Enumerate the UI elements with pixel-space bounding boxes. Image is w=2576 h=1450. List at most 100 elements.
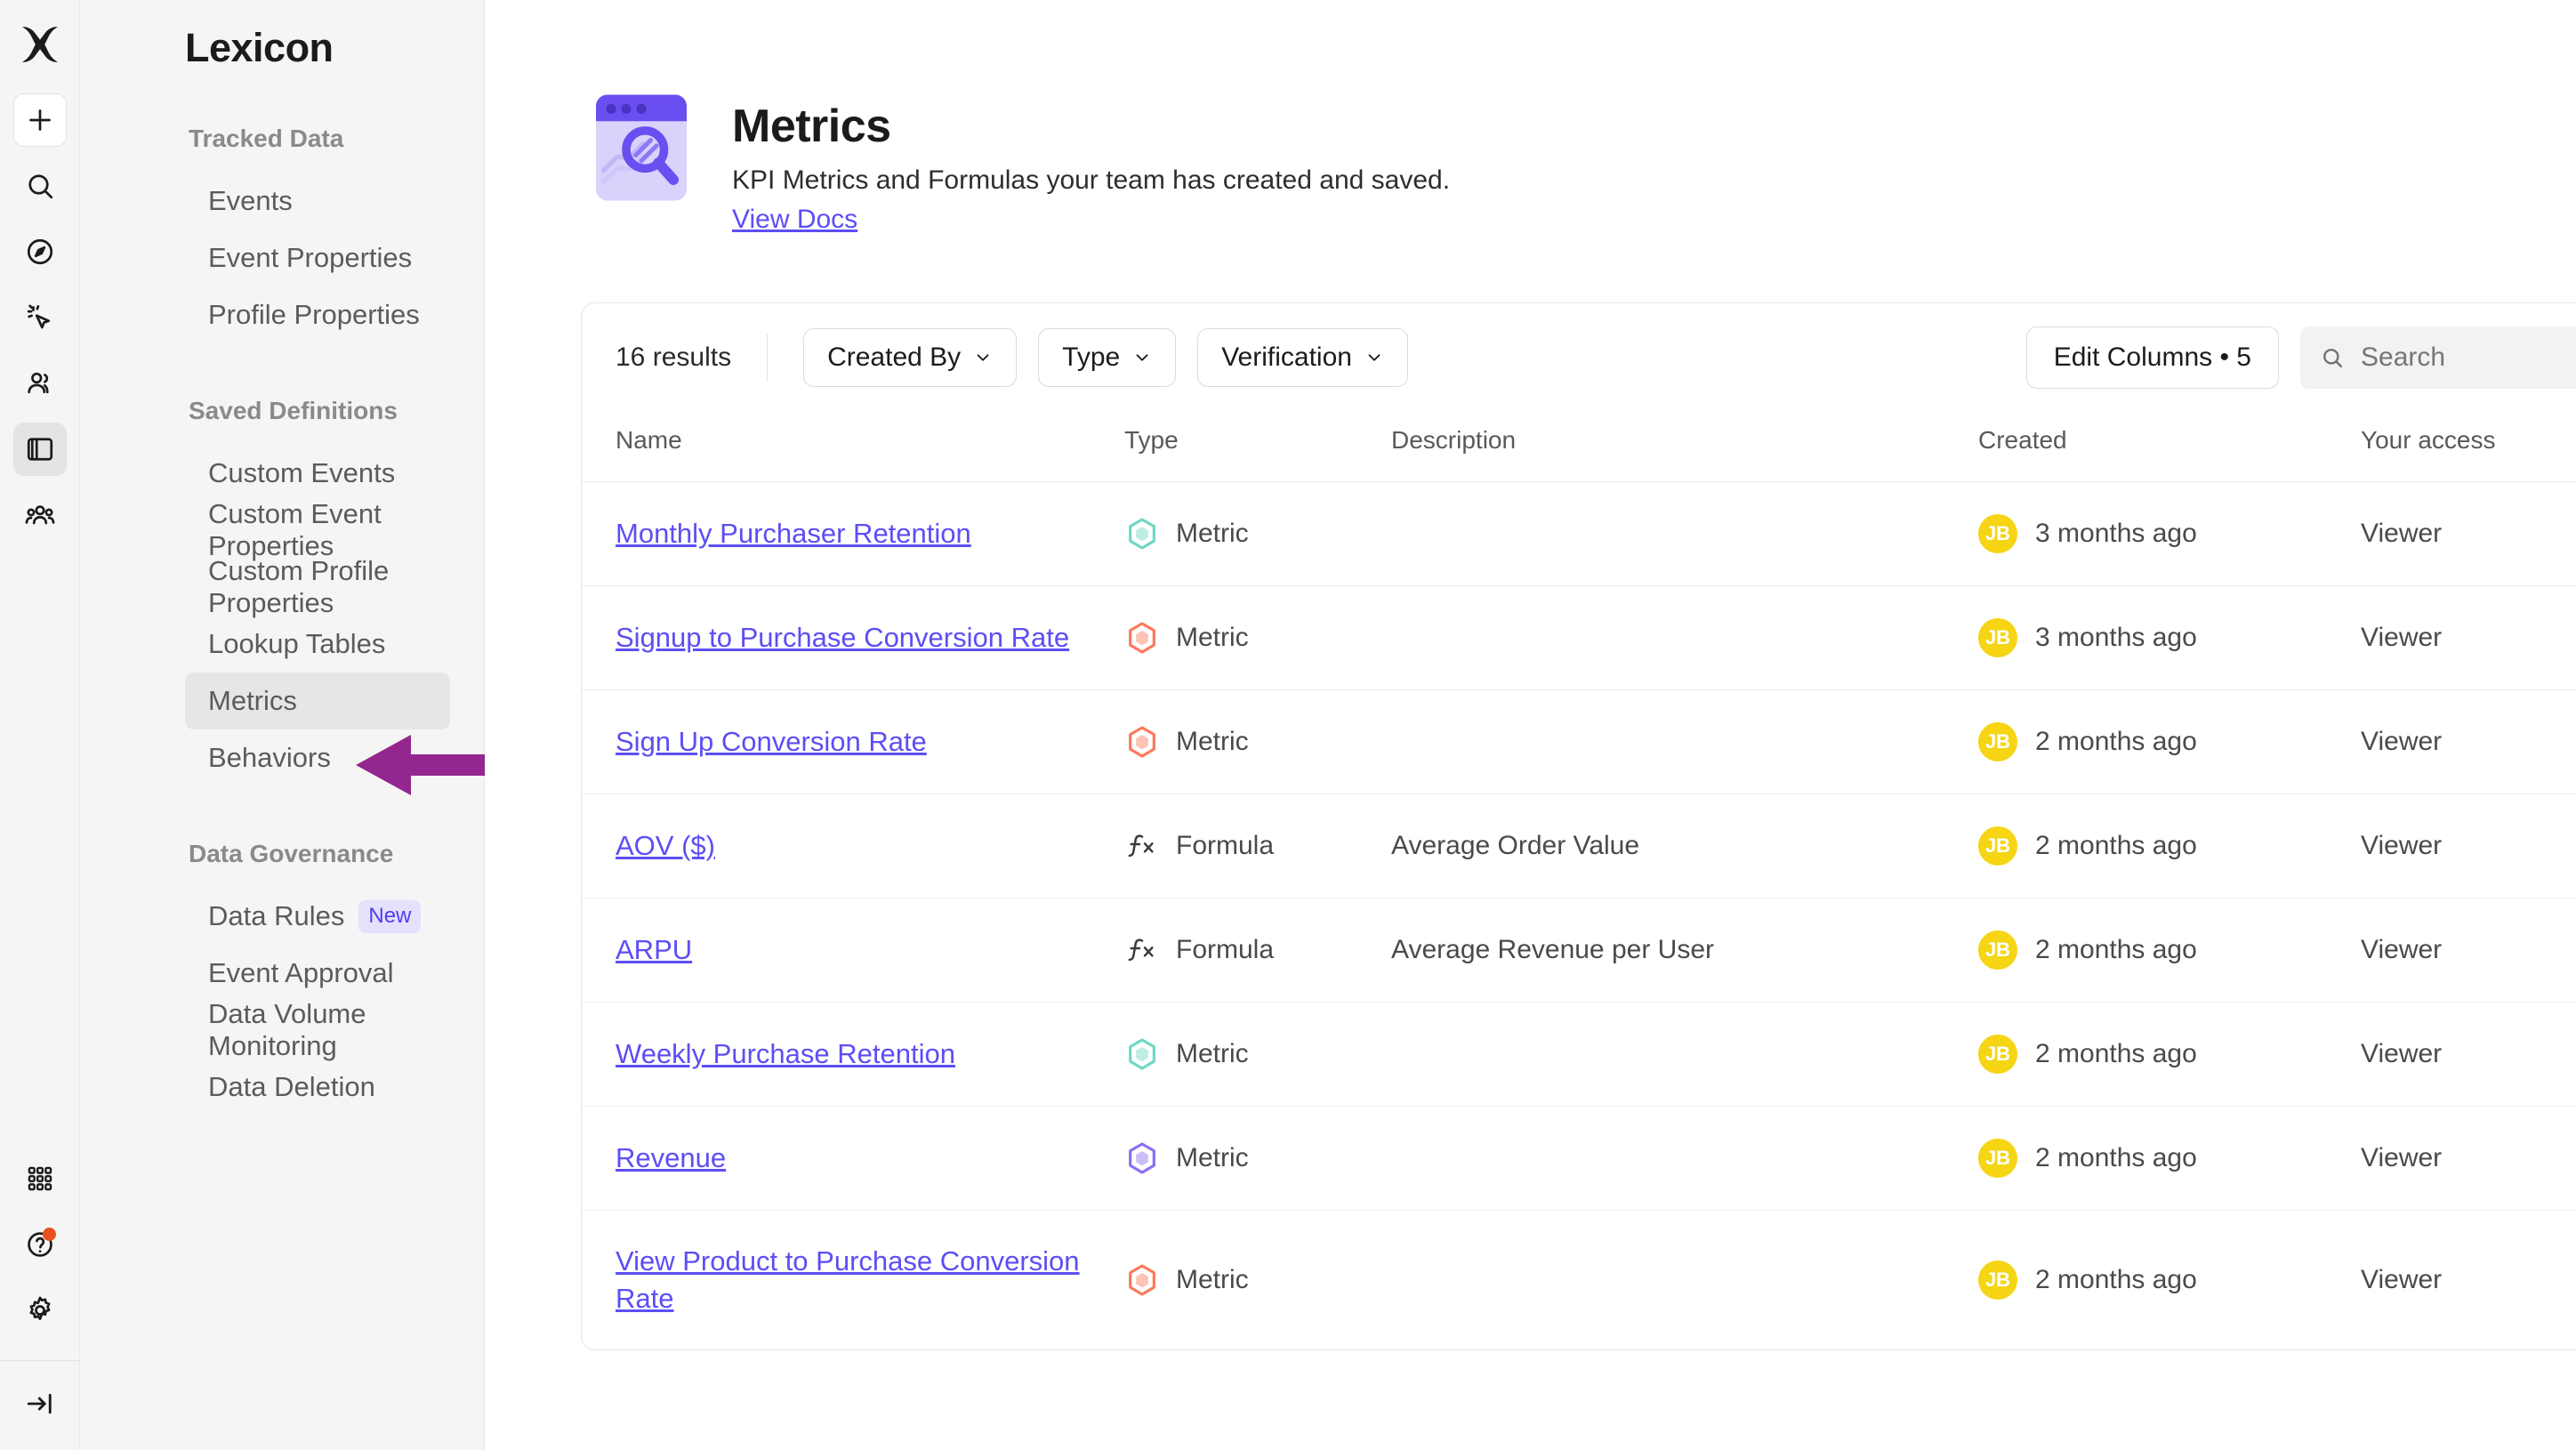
cell-type: Metric [1124,1002,1391,1107]
sidebar-item-event-approval[interactable]: Event Approval [185,945,450,1002]
explore-button[interactable] [13,225,67,278]
search-button[interactable] [13,159,67,213]
column-header-type[interactable]: Type [1124,412,1391,482]
metric-name-link[interactable]: AOV ($) [616,830,715,862]
sidebar-group-tracked-data: Tracked Data [189,125,344,152]
sidebar-item-label: Custom Event Properties [208,498,382,561]
cell-type: Metric [1124,1211,1391,1349]
cell-your-access: Viewer [2361,1106,2576,1211]
avatar[interactable]: JB [1978,514,2017,553]
rail-divider [0,1360,80,1361]
created-text: 2 months ago [2035,935,2197,964]
cell-type: Formula [1124,793,1391,898]
settings-button[interactable] [13,1284,67,1337]
column-header-name[interactable]: Name [582,412,1124,482]
search-placeholder: Search [2361,342,2446,372]
table-row[interactable]: Monthly Purchaser Retention Metric JB 3 … [582,481,2576,586]
access-text: Viewer [2361,1143,2443,1172]
metric-name-link[interactable]: Weekly Purchase Retention [616,1038,955,1070]
x-logo-icon[interactable] [17,23,63,70]
icon-rail [0,0,80,1450]
metric-name-link[interactable]: Sign Up Conversion Rate [616,726,927,758]
column-header-created[interactable]: Created [1978,412,2361,482]
sidebar-item-data-volume-monitoring[interactable]: Data Volume Monitoring [185,998,450,1061]
sidebar-item-custom-events[interactable]: Custom Events [185,445,450,502]
metric-name-link[interactable]: Signup to Purchase Conversion Rate [616,622,1070,654]
table-row[interactable]: View Product to Purchase Conversion Rate… [582,1211,2576,1349]
hexagon-icon [1129,1038,1155,1070]
cell-created: JB 2 months ago [1978,1002,2361,1107]
avatar[interactable]: JB [1978,1260,2017,1300]
collapse-sidebar-button[interactable] [13,1377,67,1430]
sidebar-item-label: Behaviors [208,742,331,773]
apps-button[interactable] [13,1152,67,1205]
sidebar-item-data-deletion[interactable]: Data Deletion [185,1059,450,1116]
filter-created-by[interactable]: Created By [803,328,1018,387]
page-title: Lexicon [185,25,334,70]
description-text: Average Revenue per User [1391,935,1714,964]
sidebar-item-events[interactable]: Events [185,173,450,230]
events-button[interactable] [13,291,67,344]
cell-name: AOV ($) [582,793,1124,898]
avatar[interactable]: JB [1978,1139,2017,1178]
sidebar-item-lookup-tables[interactable]: Lookup Tables [185,616,450,673]
results-count: 16 results [616,342,732,372]
metric-name-link[interactable]: Revenue [616,1142,727,1174]
page-subtitle: KPI Metrics and Formulas your team has c… [732,165,1451,195]
cell-description [1391,585,1978,690]
created-text: 2 months ago [2035,1264,2197,1294]
avatar[interactable]: JB [1978,1035,2017,1074]
sidebar-item-label: Lookup Tables [208,628,386,659]
access-text: Viewer [2361,519,2443,548]
created-text: 3 months ago [2035,519,2197,548]
search-field[interactable]: Search [2300,326,2576,389]
table-row[interactable]: Weekly Purchase Retention Metric JB 2 mo… [582,1002,2576,1107]
edit-columns-button[interactable]: Edit Columns • 5 [2025,326,2279,389]
rail-bottom-group [0,1152,80,1450]
sidebar-item-custom-event-properties[interactable]: Custom Event Properties [185,498,450,561]
sidebar-item-profile-properties[interactable]: Profile Properties [185,286,450,343]
table-row[interactable]: Signup to Purchase Conversion Rate Metri… [582,585,2576,690]
metric-name-link[interactable]: ARPU [616,934,693,966]
sidebar-item-label: Data Volume Monitoring [208,998,366,1061]
table-row[interactable]: Sign Up Conversion Rate Metric JB 2 mont… [582,689,2576,794]
filter-type[interactable]: Type [1038,328,1177,387]
cell-created: JB 3 months ago [1978,481,2361,586]
users-button[interactable] [13,357,67,410]
table-row[interactable]: ARPU Formula Average Revenue per User JB… [582,898,2576,1003]
metrics-table: Name Type Description Created Your acces… [582,412,2576,1349]
sidebar-item-label: Event Properties [208,242,413,273]
cell-created: JB 2 months ago [1978,689,2361,794]
column-header-your-access[interactable]: Your access [2361,412,2576,482]
hexagon-icon [1129,622,1155,654]
avatar[interactable]: JB [1978,618,2017,657]
hexagon-icon [1129,1264,1155,1296]
search-icon [2323,349,2343,368]
cohorts-button[interactable] [13,488,67,542]
column-header-description[interactable]: Description [1391,412,1978,482]
cell-description: Average Order Value [1391,793,1978,898]
cell-description: Average Revenue per User [1391,898,1978,1003]
filter-verification[interactable]: Verification [1197,328,1408,387]
type-label: Formula [1176,935,1275,964]
table-row[interactable]: Revenue Metric JB 2 months ago Viewer [582,1106,2576,1211]
sidebar-item-event-properties[interactable]: Event Properties [185,230,450,286]
sidebar-item-behaviors[interactable]: Behaviors [185,729,450,786]
help-button[interactable] [13,1218,67,1271]
cell-type: Metric [1124,585,1391,690]
new-button[interactable] [12,93,67,147]
sidebar-item-label: Events [208,185,293,216]
sidebar-item-custom-profile-properties[interactable]: Custom Profile Properties [185,555,450,618]
sidebar-item-metrics[interactable]: Metrics [185,673,450,729]
sidebar-item-data-rules[interactable]: Data Rules New [185,888,450,945]
avatar[interactable]: JB [1978,722,2017,761]
view-docs-link[interactable]: View Docs [732,205,858,234]
avatar[interactable]: JB [1978,930,2017,970]
cell-your-access: Viewer [2361,1002,2576,1107]
table-row[interactable]: AOV ($) Formula Average Order Value JB 2… [582,793,2576,898]
lexicon-button[interactable] [12,423,67,476]
fx-icon [1128,938,1154,962]
metric-name-link[interactable]: View Product to Purchase Conversion Rate [616,1245,1080,1314]
avatar[interactable]: JB [1978,826,2017,866]
metric-name-link[interactable]: Monthly Purchaser Retention [616,518,971,550]
